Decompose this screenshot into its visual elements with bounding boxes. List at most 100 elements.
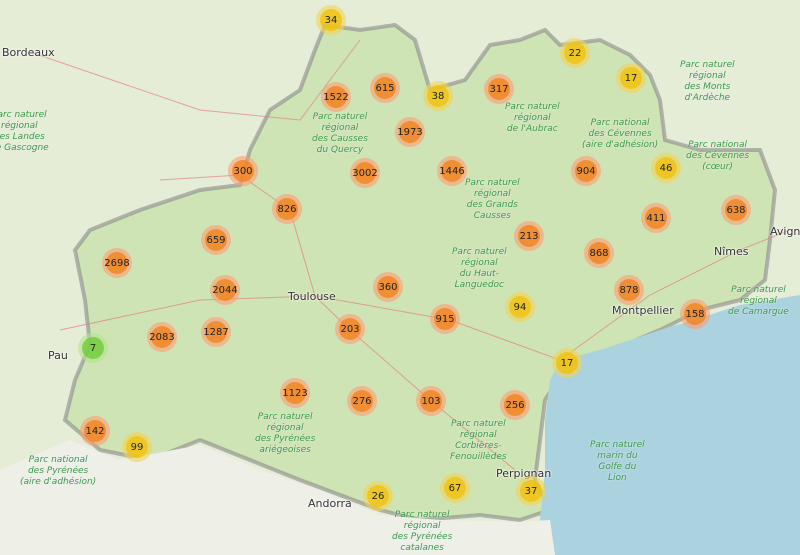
cluster-count: 17 <box>556 352 578 374</box>
park-label: Parc naturel régional des Monts d'Ardèch… <box>680 60 735 103</box>
cluster-count: 2083 <box>149 326 175 348</box>
cluster-count: 904 <box>575 160 597 182</box>
cluster-count: 103 <box>420 390 442 412</box>
cluster-marker[interactable]: 638 <box>721 195 751 225</box>
cluster-count: 411 <box>645 207 667 229</box>
cluster-count: 1123 <box>282 382 308 404</box>
park-label: Parc naturel marin du Golfe du Lion <box>590 440 645 483</box>
cluster-marker[interactable]: 142 <box>80 416 110 446</box>
cluster-marker[interactable]: 256 <box>500 390 530 420</box>
cluster-marker[interactable]: 2083 <box>147 322 177 352</box>
cluster-marker[interactable]: 1973 <box>395 117 425 147</box>
cluster-marker[interactable]: 904 <box>571 156 601 186</box>
park-label: Parc national des Cévennes (cœur) <box>686 140 750 172</box>
cluster-count: 1446 <box>439 160 465 182</box>
city-label: Toulouse <box>288 290 336 303</box>
cluster-marker[interactable]: 2044 <box>210 275 240 305</box>
cluster-count: 2698 <box>104 252 130 274</box>
cluster-marker[interactable]: 46 <box>651 153 681 183</box>
cluster-count: 67 <box>444 477 466 499</box>
cluster-count: 7 <box>82 337 104 359</box>
region-occitanie <box>62 22 778 523</box>
sea <box>540 295 800 555</box>
cluster-marker[interactable]: 158 <box>680 299 710 329</box>
park-label: Parc naturel régional des Pyrénées catal… <box>392 510 453 553</box>
cluster-count: 276 <box>351 390 373 412</box>
cluster-count: 22 <box>564 42 586 64</box>
city-label: Nîmes <box>714 245 749 258</box>
cluster-count: 99 <box>126 436 148 458</box>
cluster-marker[interactable]: 7 <box>78 333 108 363</box>
city-label: Avignon <box>770 225 800 238</box>
cluster-marker[interactable]: 103 <box>416 386 446 416</box>
cluster-marker[interactable]: 94 <box>505 292 535 322</box>
cluster-count: 46 <box>655 157 677 179</box>
cluster-marker[interactable]: 826 <box>272 194 302 224</box>
cluster-marker[interactable]: 868 <box>584 238 614 268</box>
cluster-marker[interactable]: 317 <box>484 74 514 104</box>
cluster-count: 158 <box>684 303 706 325</box>
park-label: Parc naturel régional Corbières- Fenouil… <box>450 419 507 462</box>
cluster-count: 38 <box>427 85 449 107</box>
city-label: Pau <box>48 349 68 362</box>
cluster-count: 300 <box>232 160 254 182</box>
park-label: Parc naturel régional des Causses du Que… <box>312 112 368 155</box>
cluster-marker[interactable]: 17 <box>552 348 582 378</box>
cluster-marker[interactable]: 615 <box>370 73 400 103</box>
cluster-count: 659 <box>205 229 227 251</box>
cluster-marker[interactable]: 360 <box>373 272 403 302</box>
cluster-count: 360 <box>377 276 399 298</box>
cluster-count: 37 <box>520 480 542 502</box>
park-label: Parc naturel régional de l'Aubrac <box>505 102 560 134</box>
park-label: Parc naturel régional du Haut- Languedoc <box>452 247 507 290</box>
cluster-count: 26 <box>367 485 389 507</box>
cluster-count: 3002 <box>352 162 378 184</box>
cluster-marker[interactable]: 213 <box>514 221 544 251</box>
cluster-marker[interactable]: 915 <box>430 304 460 334</box>
cluster-marker[interactable]: 1522 <box>321 82 351 112</box>
park-label: Parc naturel régional des Landes de Gasc… <box>0 110 49 153</box>
cluster-count: 34 <box>320 9 342 31</box>
cluster-count: 317 <box>488 78 510 100</box>
cluster-marker[interactable]: 203 <box>335 314 365 344</box>
cluster-marker[interactable]: 2698 <box>102 248 132 278</box>
cluster-marker[interactable]: 1287 <box>201 317 231 347</box>
cluster-marker[interactable]: 3002 <box>350 158 380 188</box>
spain-area <box>0 440 555 555</box>
cluster-count: 915 <box>434 308 456 330</box>
city-label: Andorra <box>308 497 352 510</box>
cluster-marker[interactable]: 37 <box>516 476 546 506</box>
cluster-marker[interactable]: 878 <box>614 275 644 305</box>
cluster-count: 256 <box>504 394 526 416</box>
cluster-marker[interactable]: 659 <box>201 225 231 255</box>
cluster-count: 203 <box>339 318 361 340</box>
cluster-count: 1287 <box>203 321 229 343</box>
cluster-count: 826 <box>276 198 298 220</box>
park-label: Parc national des Cévennes (aire d'adhés… <box>582 118 659 150</box>
city-label: Bordeaux <box>2 46 55 59</box>
cluster-marker[interactable]: 99 <box>122 432 152 462</box>
cluster-marker[interactable]: 276 <box>347 386 377 416</box>
park-label: Parc naturel régional des Pyrénées ariég… <box>255 412 316 455</box>
cluster-count: 868 <box>588 242 610 264</box>
city-label: Montpellier <box>612 304 674 317</box>
cluster-count: 878 <box>618 279 640 301</box>
cluster-marker[interactable]: 411 <box>641 203 671 233</box>
cluster-marker[interactable]: 26 <box>363 481 393 511</box>
cluster-marker[interactable]: 22 <box>560 38 590 68</box>
cluster-count: 638 <box>725 199 747 221</box>
cluster-marker[interactable]: 300 <box>228 156 258 186</box>
cluster-marker[interactable]: 1123 <box>280 378 310 408</box>
cluster-marker[interactable]: 17 <box>616 63 646 93</box>
cluster-marker[interactable]: 38 <box>423 81 453 111</box>
cluster-marker[interactable]: 1446 <box>437 156 467 186</box>
cluster-marker[interactable]: 67 <box>440 473 470 503</box>
park-label: Parc naturel régional des Grands Causses <box>465 178 520 221</box>
cluster-count: 17 <box>620 67 642 89</box>
cluster-count: 142 <box>84 420 106 442</box>
cluster-marker[interactable]: 34 <box>316 5 346 35</box>
park-label: Parc naturel régional de Camargue <box>728 285 789 317</box>
cluster-count: 615 <box>374 77 396 99</box>
cluster-count: 213 <box>518 225 540 247</box>
